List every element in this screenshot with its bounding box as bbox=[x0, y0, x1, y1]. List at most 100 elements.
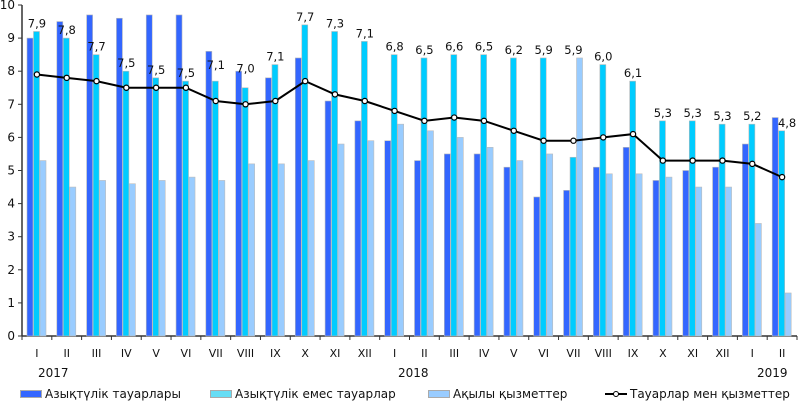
data-label-total: 7,8 bbox=[58, 23, 76, 37]
x-tick-label: I bbox=[393, 347, 396, 360]
point-total bbox=[540, 137, 547, 144]
bar-food bbox=[742, 143, 749, 337]
bar-services bbox=[755, 223, 762, 337]
data-label-total: 4,8 bbox=[778, 116, 796, 130]
bar-nonfood bbox=[748, 123, 756, 337]
bar-services bbox=[307, 160, 315, 337]
bar-food bbox=[205, 51, 213, 337]
bar-services bbox=[129, 183, 136, 337]
data-label-total: 7,5 bbox=[117, 56, 135, 70]
data-label-total: 5,3 bbox=[684, 106, 702, 120]
point-total bbox=[600, 134, 607, 141]
bar-food bbox=[384, 140, 391, 337]
point-total bbox=[152, 84, 160, 91]
point-total bbox=[272, 97, 279, 105]
point-total bbox=[93, 77, 100, 85]
bar-services bbox=[248, 163, 255, 337]
legend-item-nonfood: Азықтүлік емес тауарлар bbox=[210, 387, 396, 401]
legend-item-services: Ақылы қызметтер bbox=[428, 387, 567, 401]
y-tick-label: 10 bbox=[0, 0, 15, 12]
x-tick-label: VIII bbox=[237, 347, 254, 360]
bar-food bbox=[771, 117, 779, 337]
point-total bbox=[331, 91, 339, 98]
bar-services bbox=[546, 153, 554, 337]
point-total bbox=[689, 157, 696, 164]
data-label-total: 5,3 bbox=[713, 109, 731, 123]
bar-nonfood bbox=[718, 123, 726, 337]
bar-food bbox=[324, 100, 332, 337]
y-tick-label: 2 bbox=[7, 263, 15, 277]
bar-services bbox=[576, 57, 583, 337]
bar-services bbox=[69, 186, 77, 337]
bar-food bbox=[682, 170, 690, 337]
x-tick-label: XII bbox=[358, 347, 372, 360]
data-label-total: 7,7 bbox=[87, 40, 105, 54]
point-total bbox=[242, 101, 249, 108]
data-label-total: 7,1 bbox=[207, 58, 225, 72]
data-label-total: 7,5 bbox=[177, 66, 195, 80]
x-tick-label: VIII bbox=[595, 347, 612, 360]
bar-services bbox=[725, 186, 732, 337]
x-tick-label: II bbox=[779, 347, 786, 360]
bar-nonfood bbox=[688, 120, 696, 337]
bar-food bbox=[533, 196, 541, 337]
bar-services bbox=[695, 186, 703, 337]
bar-services bbox=[665, 176, 673, 337]
x-tick-label: VI bbox=[181, 347, 192, 360]
y-tick-label: 5 bbox=[7, 164, 15, 178]
legend-item-total: Тауарлар мен қызметтер bbox=[605, 387, 790, 401]
data-label-total: 7,7 bbox=[296, 10, 314, 24]
bar-food bbox=[444, 153, 451, 337]
x-tick-label: XII bbox=[715, 347, 729, 360]
legend-label-food: Азықтүлік тауарлары bbox=[45, 387, 182, 401]
bar-services bbox=[367, 140, 375, 337]
x-tick-label: III bbox=[449, 347, 459, 360]
legend-line-marker-icon bbox=[605, 391, 627, 397]
bar-nonfood bbox=[629, 80, 636, 337]
x-tick-label: XI bbox=[330, 347, 341, 360]
x-tick-label: VI bbox=[538, 347, 549, 360]
bar-nonfood bbox=[539, 57, 547, 337]
bar-food bbox=[652, 180, 660, 337]
bar-services bbox=[278, 163, 285, 337]
legend-swatch-services bbox=[428, 390, 450, 398]
bar-food bbox=[622, 147, 630, 337]
data-label-total: 6,2 bbox=[505, 43, 523, 57]
data-label-total: 7,1 bbox=[356, 26, 374, 40]
bar-nonfood bbox=[241, 87, 249, 337]
bar-services bbox=[486, 147, 494, 337]
bar-food bbox=[414, 160, 421, 337]
x-tick-label: V bbox=[510, 347, 518, 360]
x-tick-label: IV bbox=[479, 347, 490, 360]
legend-label-total: Тауарлар мен қызметтер bbox=[630, 387, 790, 401]
bar-nonfood bbox=[122, 70, 130, 337]
data-label-total: 7,3 bbox=[326, 16, 344, 30]
data-label-total: 5,9 bbox=[564, 43, 582, 57]
data-label-total: 7,9 bbox=[28, 16, 46, 30]
bar-food bbox=[593, 166, 600, 337]
bar-services bbox=[516, 160, 524, 337]
legend-swatch-nonfood bbox=[210, 390, 232, 398]
bar-services bbox=[635, 173, 643, 337]
x-tick-label: III bbox=[92, 347, 102, 360]
line-total bbox=[36, 73, 783, 179]
bar-food bbox=[116, 17, 123, 337]
point-total bbox=[749, 160, 756, 168]
x-tick-label: X bbox=[659, 347, 667, 360]
x-tick-label: I bbox=[751, 347, 754, 360]
point-total bbox=[361, 97, 368, 105]
bar-food bbox=[473, 153, 481, 337]
data-label-total: 7,1 bbox=[266, 50, 284, 64]
bar-services bbox=[606, 173, 613, 337]
y-tick-label: 6 bbox=[7, 130, 15, 144]
x-tick-label: IX bbox=[628, 347, 639, 360]
bar-nonfood bbox=[331, 31, 338, 337]
bar-nonfood bbox=[33, 31, 40, 337]
bar-services bbox=[39, 160, 47, 337]
x-tick-label: IV bbox=[121, 347, 132, 360]
x-tick-label: II bbox=[63, 347, 70, 360]
data-label-total: 6,5 bbox=[415, 43, 433, 57]
legend: Азықтүлік тауарлары Азықтүлік емес тауар… bbox=[0, 387, 800, 403]
x-tick-label: X bbox=[301, 347, 309, 360]
